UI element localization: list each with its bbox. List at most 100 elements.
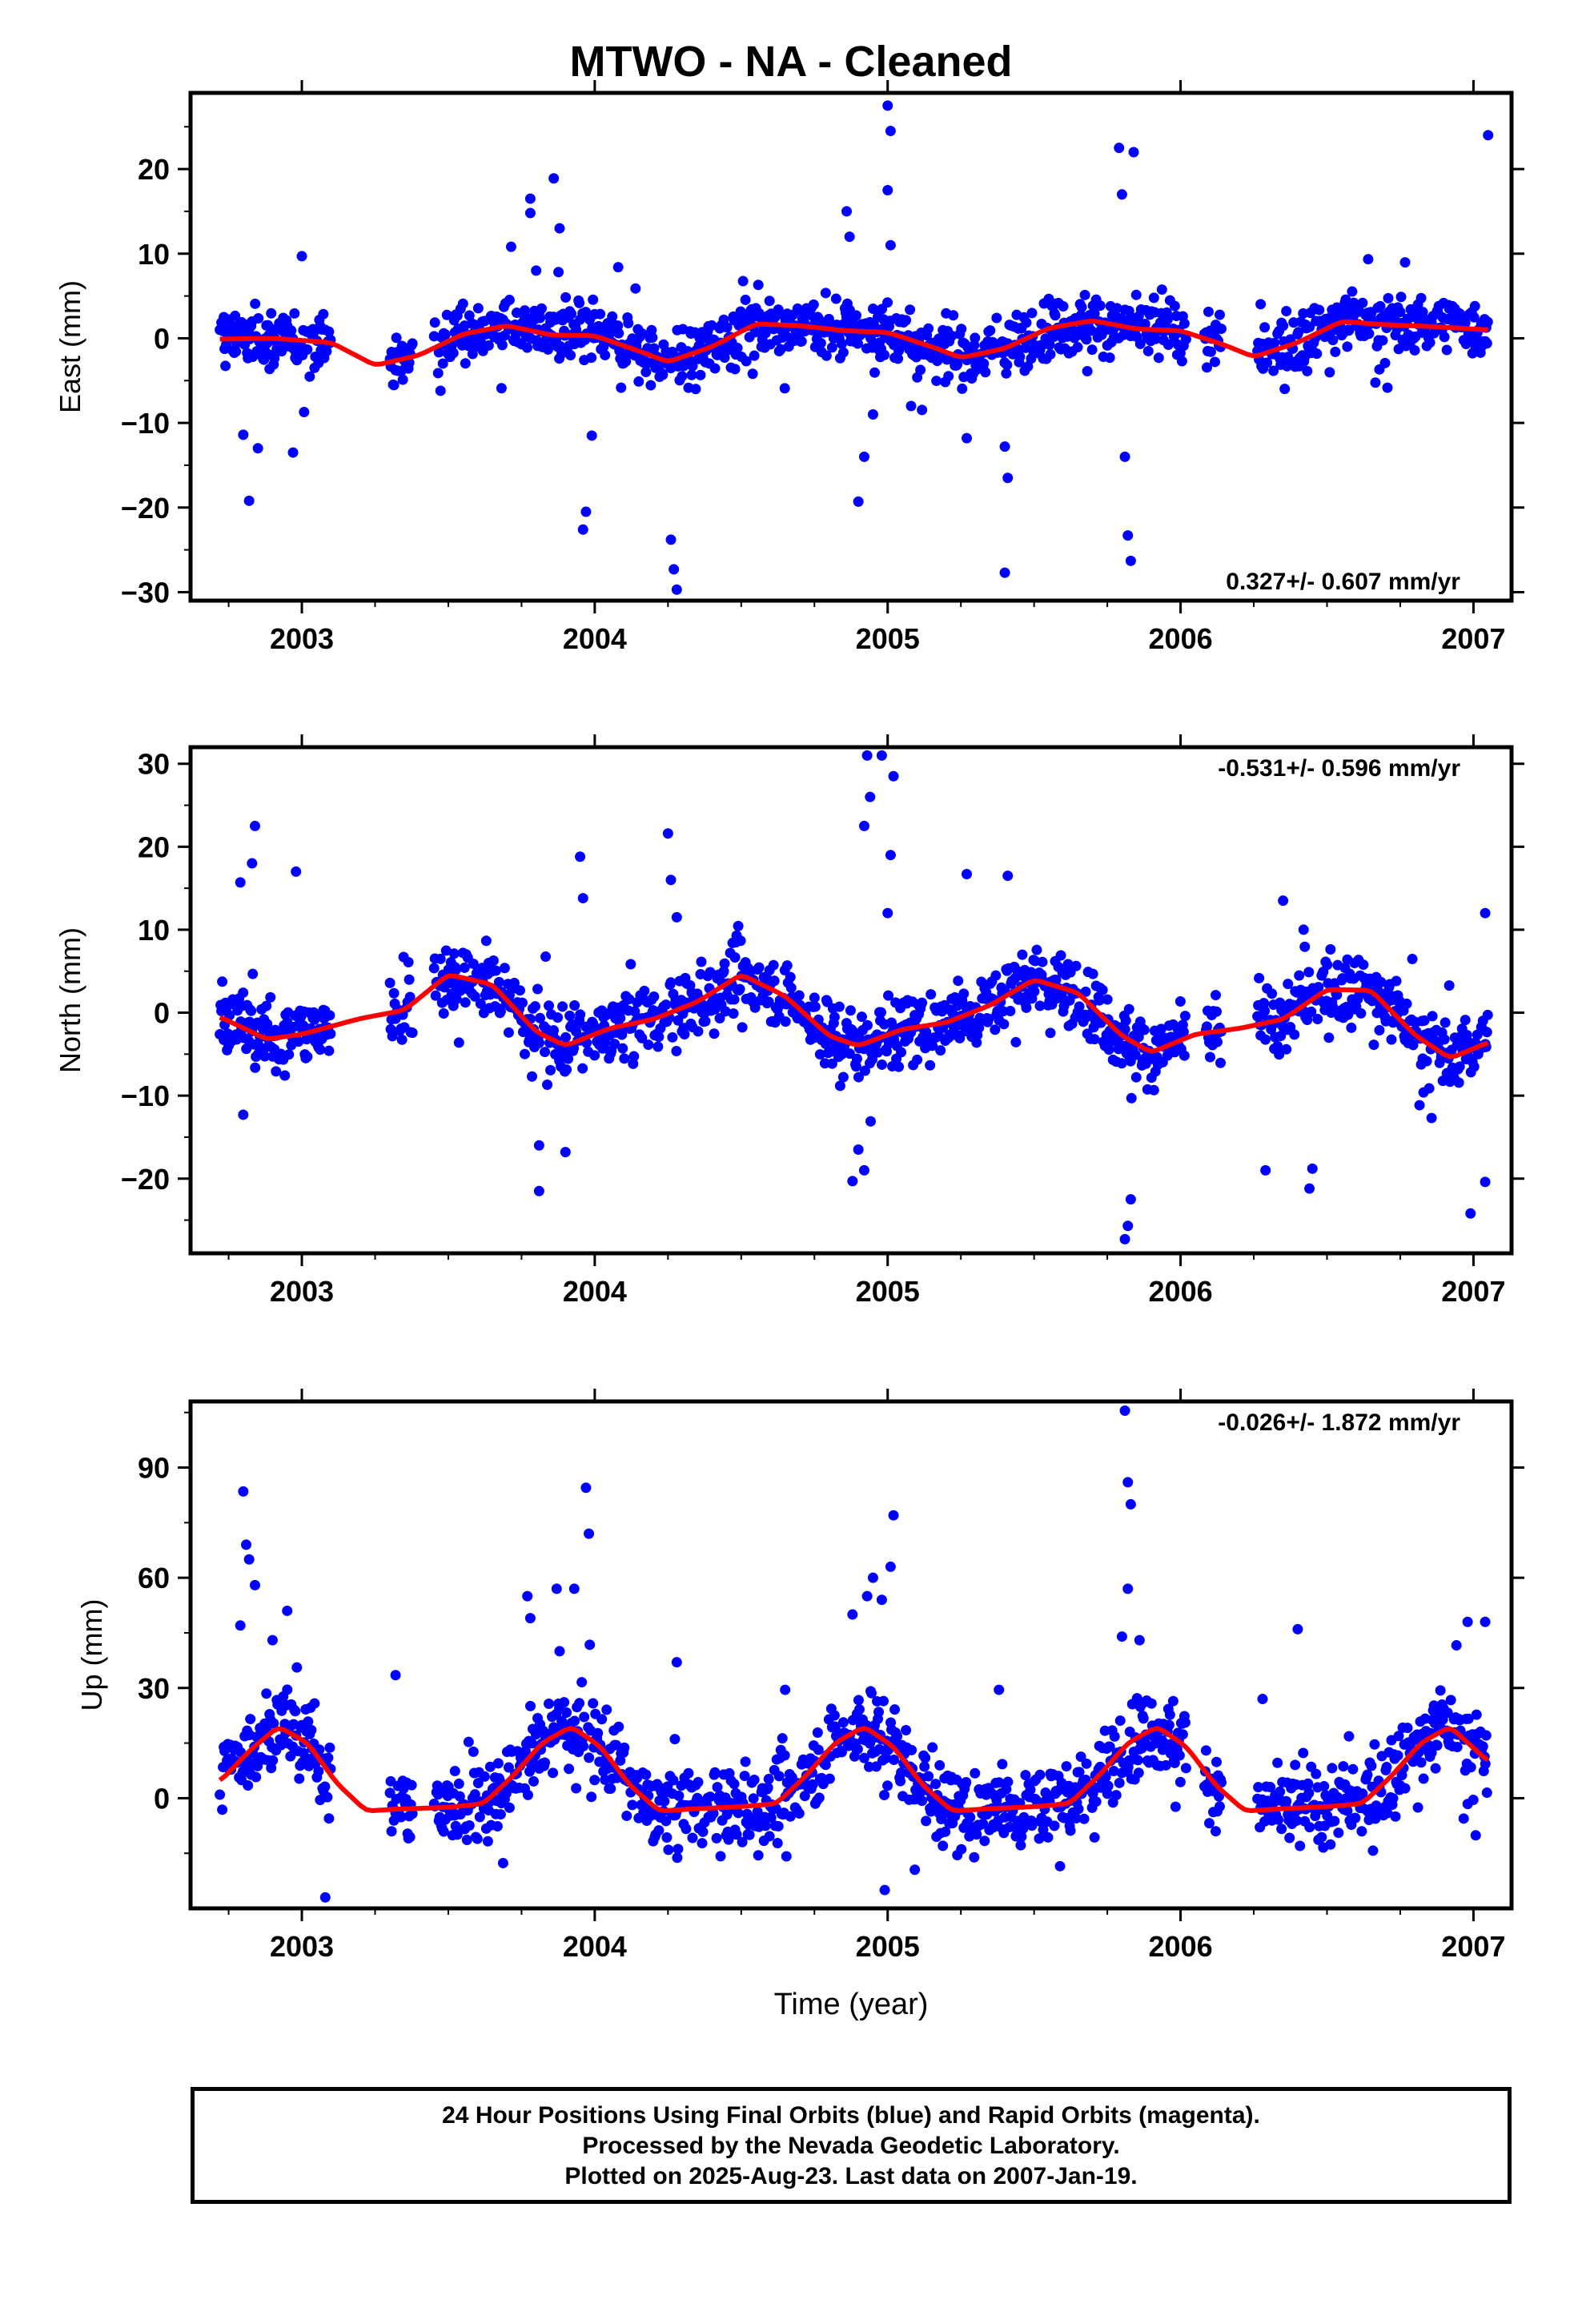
north-outlier-point xyxy=(1002,870,1014,882)
east-data-point xyxy=(1363,328,1375,340)
up-data-point xyxy=(1418,1773,1429,1784)
east-outlier-point xyxy=(1125,555,1136,566)
up-data-point xyxy=(619,1742,630,1753)
up-data-point xyxy=(836,1747,847,1758)
up-data-point xyxy=(544,1698,555,1709)
up-data-point xyxy=(1356,1826,1367,1837)
east-data-point xyxy=(1142,345,1154,356)
east-data-point xyxy=(1072,342,1083,353)
north-data-point xyxy=(516,997,528,1008)
north-data-point xyxy=(435,953,446,964)
north-data-point xyxy=(714,1013,725,1024)
up-data-point xyxy=(712,1782,723,1793)
up-data-point xyxy=(324,1742,335,1753)
up-data-point xyxy=(1253,1782,1264,1793)
up-data-point xyxy=(601,1704,612,1715)
north-data-point xyxy=(1133,1031,1144,1043)
up-outlier-point xyxy=(867,1572,878,1583)
up-data-point xyxy=(578,1740,589,1751)
north-data-point xyxy=(589,1050,600,1061)
east-data-point xyxy=(991,312,1002,324)
up-data-point xyxy=(812,1727,823,1739)
up-data-point xyxy=(896,1767,907,1778)
east-data-point xyxy=(1169,300,1180,312)
east-data-point xyxy=(432,368,444,379)
east-data-point xyxy=(706,320,717,331)
north-data-point xyxy=(737,1022,748,1033)
east-data-point xyxy=(796,336,807,347)
north-data-point xyxy=(1439,1034,1450,1045)
north-outlier-point xyxy=(1480,1176,1491,1188)
north-data-point xyxy=(733,920,744,931)
east-data-point xyxy=(985,325,996,336)
east-data-point xyxy=(1327,335,1339,346)
north-data-point xyxy=(769,975,780,987)
up-data-point xyxy=(661,1815,672,1827)
up-data-point xyxy=(1465,1762,1476,1773)
north-data-point xyxy=(935,1045,946,1056)
north-data-point xyxy=(1414,1100,1425,1111)
north-data-point xyxy=(302,1051,313,1063)
up-data-point xyxy=(479,1771,490,1782)
up-data-point xyxy=(889,1755,900,1766)
up-data-point xyxy=(495,1809,506,1820)
north-data-point xyxy=(877,1059,888,1070)
north-data-point xyxy=(1254,972,1265,983)
north-data-point xyxy=(873,1047,884,1058)
east-data-point xyxy=(1377,335,1388,346)
footer-line-1: 24 Hour Positions Using Final Orbits (bl… xyxy=(442,2102,1260,2129)
north-data-point xyxy=(1148,1084,1159,1096)
east-outlier-point xyxy=(1002,472,1014,484)
up-outlier-point xyxy=(235,1620,246,1631)
up-data-point xyxy=(936,1814,947,1825)
up-data-point xyxy=(592,1727,604,1739)
east-data-point xyxy=(505,241,516,252)
east-data-point xyxy=(826,342,837,353)
east-data-point xyxy=(852,338,863,349)
up-data-point xyxy=(1369,1739,1380,1750)
east-data-point xyxy=(740,294,751,305)
up-data-point xyxy=(1431,1739,1443,1751)
east-outlier-point xyxy=(999,441,1010,452)
north-data-point xyxy=(540,1047,551,1058)
up-outlier-point xyxy=(847,1609,858,1620)
up-data-point xyxy=(1002,1776,1014,1787)
up-data-point xyxy=(1273,1814,1284,1825)
east-outlier-point xyxy=(885,239,896,251)
up-data-point xyxy=(1015,1839,1026,1851)
east-data-point xyxy=(1278,320,1289,332)
up-data-point xyxy=(997,1759,1008,1770)
up-data-point xyxy=(472,1833,483,1844)
north-data-point xyxy=(998,1019,1010,1030)
north-data-point xyxy=(1037,956,1048,967)
north-data-point xyxy=(514,985,525,996)
up-data-point xyxy=(1442,1707,1453,1719)
east-data-point xyxy=(435,385,446,396)
up-outlier-point xyxy=(554,1646,565,1657)
east-data-point xyxy=(259,354,270,365)
north-outlier-point xyxy=(238,1109,249,1120)
up-data-point xyxy=(765,1812,777,1823)
east-data-point xyxy=(504,295,515,306)
north-data-point xyxy=(1089,1034,1100,1045)
up-outlier-point xyxy=(282,1605,293,1616)
north-data-point xyxy=(1178,1050,1190,1061)
up-rate-label: -0.026+/- 1.872 mm/yr xyxy=(1218,1409,1460,1436)
north-data-point xyxy=(1299,941,1311,952)
up-data-point xyxy=(1275,1786,1286,1797)
up-data-point xyxy=(970,1767,981,1779)
north-data-point xyxy=(1138,1024,1150,1035)
north-outlier-point xyxy=(560,1147,571,1158)
east-data-point xyxy=(1026,308,1038,319)
up-data-point xyxy=(605,1783,616,1794)
up-data-point xyxy=(969,1852,980,1863)
east-data-point xyxy=(1045,348,1056,360)
chart-title: MTWO - NA - Cleaned xyxy=(569,38,1013,86)
up-data-point xyxy=(1078,1813,1090,1824)
north-outlier-point xyxy=(853,1144,864,1155)
up-data-point xyxy=(1102,1780,1114,1791)
east-data-point xyxy=(1050,310,1061,321)
east-data-point xyxy=(1094,300,1106,312)
north-data-point xyxy=(450,964,461,975)
north-data-point xyxy=(1259,998,1270,1009)
